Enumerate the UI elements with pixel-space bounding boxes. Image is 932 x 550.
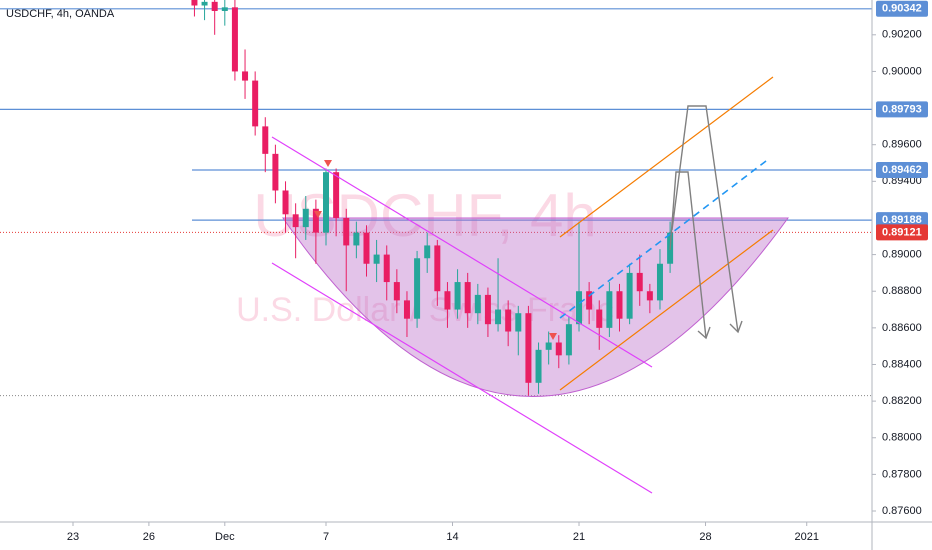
level-label: 0.89793 xyxy=(882,103,922,115)
candle-body xyxy=(333,172,340,218)
candle-body xyxy=(606,291,613,328)
y-tick-label: 0.89000 xyxy=(882,248,922,260)
candle-body xyxy=(545,342,552,350)
level-label-box xyxy=(876,0,928,17)
candles xyxy=(191,0,674,396)
candle-body xyxy=(201,1,208,6)
candle-body xyxy=(565,324,572,356)
x-tick-label: 28 xyxy=(699,531,711,543)
candle-body xyxy=(474,294,481,314)
y-tick-label: 0.88200 xyxy=(882,395,922,407)
watermark-subtitle: U.S. Dollar / Swiss Franc xyxy=(236,291,614,329)
price-axis xyxy=(872,0,932,550)
candle-body xyxy=(535,349,542,383)
candle-body xyxy=(252,80,259,127)
orange-lower xyxy=(559,229,774,391)
candle-body xyxy=(231,7,238,72)
x-tick-label: 23 xyxy=(67,531,79,543)
x-tick-label: 7 xyxy=(323,531,329,543)
level-label: 0.89188 xyxy=(882,214,922,226)
candle-body xyxy=(393,282,400,301)
arrow-path xyxy=(669,171,707,339)
candle-body xyxy=(576,291,583,325)
axis-labels: 0.90200 0.90000 0.89600 0.89400 0.89000 0.888… xyxy=(67,0,928,543)
candle-body xyxy=(636,272,643,292)
marker xyxy=(314,211,322,218)
candle-body xyxy=(373,254,380,264)
candle-body xyxy=(464,282,471,314)
candle-body xyxy=(616,291,623,319)
x-tick-label: 26 xyxy=(143,531,155,543)
candle-body xyxy=(292,214,299,228)
watermark: USDCHF, 4h xyxy=(253,182,596,249)
marker xyxy=(324,160,332,167)
candle-body xyxy=(282,190,289,215)
channel-upper xyxy=(271,136,653,368)
candle-body xyxy=(555,342,562,356)
arrowhead xyxy=(729,320,743,334)
x-tick-label: Dec xyxy=(215,531,235,543)
candle-body xyxy=(484,294,491,325)
cup-shape xyxy=(282,217,789,397)
y-tick-label: 0.87800 xyxy=(882,468,922,480)
candle-body xyxy=(646,291,653,301)
level-label: 0.89462 xyxy=(882,164,922,176)
candle-body xyxy=(242,71,249,81)
y-tick-label: 0.88600 xyxy=(882,322,922,334)
channel-lower xyxy=(271,262,653,494)
y-tick-label: 0.88400 xyxy=(882,358,922,370)
candle-body xyxy=(323,172,330,233)
candle-body xyxy=(414,258,421,319)
candle-body xyxy=(454,282,461,310)
candle-body xyxy=(434,245,441,292)
candle-body xyxy=(424,245,431,259)
arrow-path xyxy=(671,105,739,333)
orange-upper xyxy=(559,76,774,238)
candle-body xyxy=(383,254,390,283)
candle-body xyxy=(343,217,350,246)
chart-title: USDCHF, 4h, OANDA xyxy=(6,8,115,20)
candle-body xyxy=(272,153,279,191)
y-tick-label: 0.90000 xyxy=(882,65,922,77)
candle-body xyxy=(525,313,532,383)
candle-body xyxy=(495,309,502,325)
candle-body xyxy=(221,7,228,11)
level-label-box xyxy=(876,101,928,118)
last-price-box xyxy=(876,224,928,241)
candle-body xyxy=(191,0,198,6)
candle-body xyxy=(505,309,512,332)
y-tick-label: 0.89400 xyxy=(882,175,922,187)
y-tick-label: 0.88000 xyxy=(882,432,922,444)
candle-body xyxy=(211,1,218,11)
level-label: 0.90342 xyxy=(882,3,922,15)
candle-body xyxy=(353,232,360,246)
time-axis xyxy=(0,522,932,550)
candle-body xyxy=(262,126,269,154)
level-label-box xyxy=(876,212,928,229)
level-label-box xyxy=(876,161,928,178)
y-tick-label: 0.89600 xyxy=(882,139,922,151)
candle-body xyxy=(302,208,309,228)
candle-body xyxy=(656,263,663,301)
candle-body xyxy=(626,272,633,319)
arrowhead xyxy=(697,326,711,340)
y-tick-label: 0.90200 xyxy=(882,29,922,41)
candle-body xyxy=(444,291,451,310)
blue-dashed xyxy=(559,157,771,319)
y-tick-label: 0.87600 xyxy=(882,505,922,517)
candle-body xyxy=(515,313,522,332)
x-tick-label: 14 xyxy=(446,531,458,543)
candle-body xyxy=(312,208,319,233)
candle-body xyxy=(596,309,603,328)
candle-body xyxy=(586,291,593,310)
last-price-label: 0.89121 xyxy=(882,226,922,238)
candle-body xyxy=(363,232,370,264)
x-tick-label: 2021 xyxy=(794,531,818,543)
candle-body xyxy=(403,300,410,319)
y-tick-label: 0.88800 xyxy=(882,285,922,297)
x-tick-label: 21 xyxy=(573,531,585,543)
marker xyxy=(549,333,557,340)
